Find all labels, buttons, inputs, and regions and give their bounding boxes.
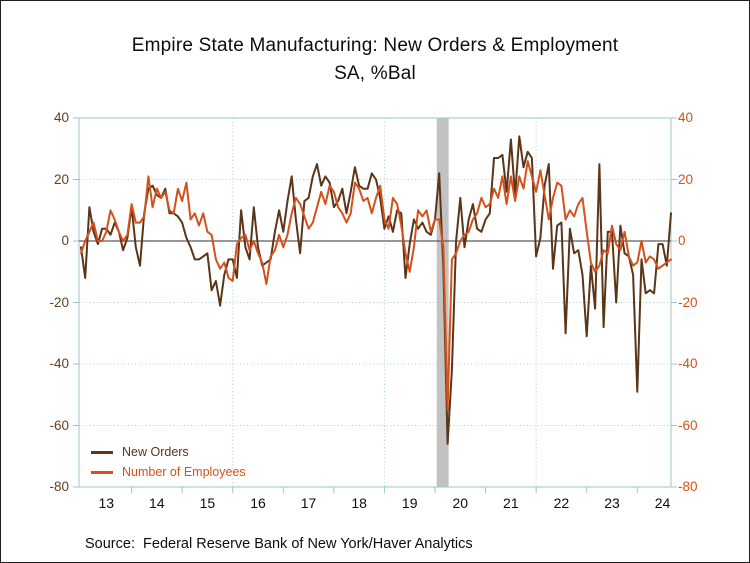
chart-title-line2: SA, %Bal (334, 63, 416, 84)
chart-title-line1: Empire State Manufacturing: New Orders &… (131, 35, 619, 56)
x-tick-label: 15 (199, 495, 216, 511)
employees-line-swatch (91, 470, 113, 474)
x-tick-label: 21 (503, 495, 519, 511)
x-tick-label: 20 (452, 495, 469, 511)
y-tick-label-right: -80 (678, 479, 698, 494)
y-tick-label-left: 40 (53, 110, 69, 125)
recession-band (436, 118, 449, 487)
x-tick-label: 22 (553, 495, 570, 511)
y-tick-label-right: 40 (678, 110, 694, 125)
legend-item-new-orders: New Orders (91, 442, 246, 462)
y-tick-label-right: 20 (678, 171, 694, 187)
source-text: Source: Federal Reserve Bank of New York… (85, 536, 473, 552)
x-tick-label: 13 (98, 495, 115, 511)
legend-label-employees: Number of Employees (122, 465, 246, 479)
legend-item-employees: Number of Employees (91, 462, 246, 482)
y-tick-label-right: -60 (678, 417, 698, 433)
x-tick-label: 23 (604, 495, 620, 511)
legend: New Orders Number of Employees (91, 442, 246, 482)
x-tick-label: 19 (401, 495, 418, 511)
y-tick-label-left: -40 (49, 356, 69, 371)
y-tick-label-right: 0 (678, 233, 686, 248)
y-tick-label-left: -80 (49, 479, 69, 494)
legend-label-new-orders: New Orders (122, 445, 189, 459)
new-orders-line (80, 135, 672, 445)
x-tick-label: 17 (300, 495, 317, 511)
employees-line (80, 160, 672, 412)
plot-frame (78, 117, 672, 488)
x-tick-label: 16 (250, 495, 266, 511)
x-tick-label: 18 (351, 495, 367, 511)
y-tick-label-left: -60 (49, 417, 69, 433)
y-tick-label-right: -20 (678, 294, 698, 310)
x-tick-label: 14 (149, 495, 165, 511)
chart-title: Empire State Manufacturing: New Orders &… (1, 32, 749, 88)
new-orders-line-swatch (91, 450, 113, 454)
y-tick-label-left: -20 (49, 294, 69, 310)
y-tick-label-left: 0 (61, 233, 69, 248)
x-tick-label: 24 (654, 495, 671, 511)
y-tick-label-left: 20 (53, 171, 69, 187)
y-tick-label-right: -40 (678, 356, 698, 371)
